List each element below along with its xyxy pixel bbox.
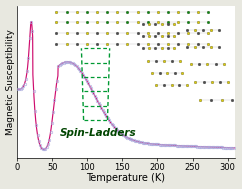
Text: Spin-Ladders: Spin-Ladders: [59, 128, 136, 138]
X-axis label: Temperature (K): Temperature (K): [86, 174, 166, 184]
Y-axis label: Magnetic Susceptibility: Magnetic Susceptibility: [6, 29, 15, 135]
